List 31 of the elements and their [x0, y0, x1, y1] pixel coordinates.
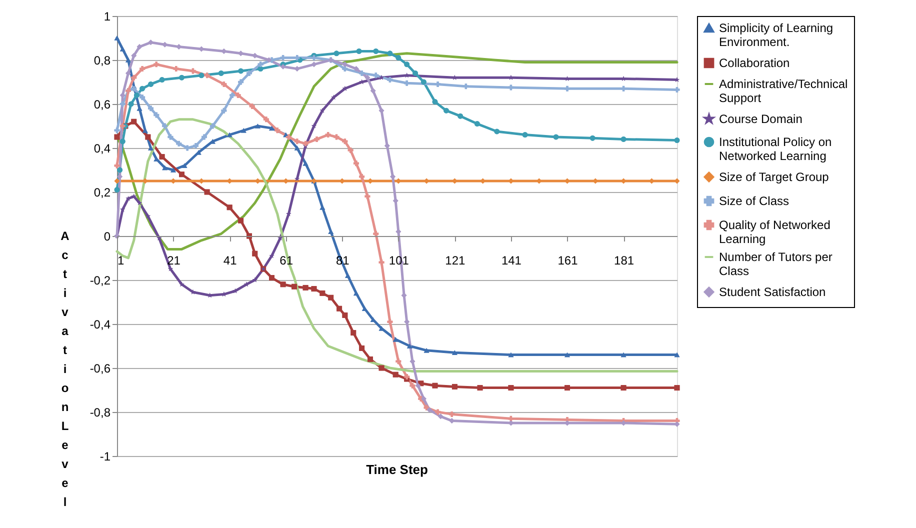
x-axis-title: Time Step [366, 462, 428, 477]
y-tick-label: 0,4 [94, 142, 111, 156]
y-tick-label: 0,6 [94, 98, 111, 112]
y-tick-label: -0,4 [90, 318, 111, 332]
legend-label: Simplicity of Learning Environment. [719, 21, 834, 49]
x-tick-label: 141 [501, 254, 522, 268]
x-tick-label: 1 [118, 254, 124, 268]
y-tick-label: -0,6 [90, 362, 111, 376]
y-tick-label: 0 [104, 230, 111, 244]
y-tick-label: -0,8 [90, 406, 111, 420]
legend-label: Size of Class [719, 194, 790, 208]
legend-label: Collaboration [719, 56, 790, 70]
legend-label: Size of Target Group [719, 170, 830, 184]
y-tick-label: 0,8 [94, 54, 111, 68]
legend-label: Course Domain [719, 112, 802, 126]
x-tick-label: 121 [445, 254, 466, 268]
legend-label: Student Satisfaction [719, 285, 826, 299]
x-tick-label: 161 [558, 254, 578, 268]
legend-label: Number of Tutors per Class [719, 250, 832, 278]
x-tick-label: 41 [223, 254, 238, 268]
y-tick-label: 1 [104, 10, 111, 24]
x-tick-label: 181 [614, 254, 634, 268]
text: Activation Level [60, 229, 70, 509]
legend-label: Institutional Policy on Networked Learning [719, 135, 832, 163]
x-tick-label: 61 [280, 254, 294, 268]
x-tick-label: 101 [388, 254, 410, 268]
y-tick-label: -0,2 [90, 274, 111, 288]
y-tick-label: 0,2 [94, 186, 111, 200]
y-tick-label: -1 [100, 450, 111, 464]
legend-label: Administrative/Technical Support [719, 77, 848, 105]
legend-label: Quality of Networked Learning [719, 218, 830, 246]
